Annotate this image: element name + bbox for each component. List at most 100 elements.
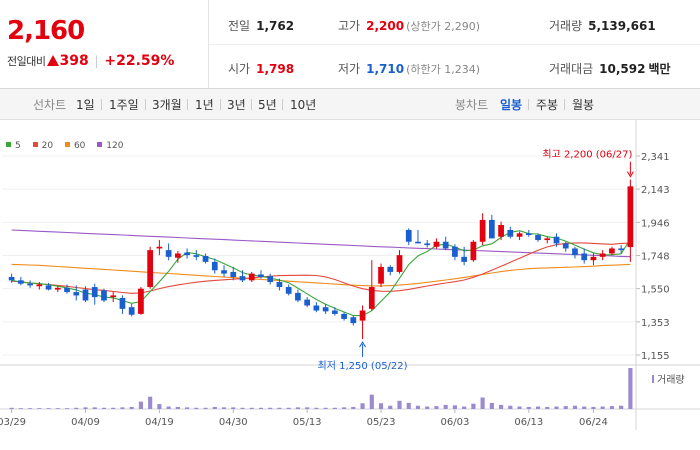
volume-bar: [268, 407, 273, 409]
tab-1w[interactable]: 1주일: [109, 98, 139, 112]
volume-bar: [582, 406, 587, 409]
volume-bar: [120, 407, 125, 409]
candle-body: [415, 241, 421, 244]
candle-body: [461, 256, 468, 262]
candle-body: [128, 307, 135, 315]
candle-body: [405, 229, 412, 242]
change-amount: 398: [59, 53, 89, 69]
candle-body: [17, 280, 24, 284]
candle-body: [378, 266, 384, 284]
candle-body: [396, 255, 403, 272]
x-tick-label: 06/03: [440, 417, 469, 428]
stat-volume: 거래량 5,139,661: [549, 19, 656, 33]
candle-body: [488, 219, 495, 239]
volume-bar: [388, 405, 393, 409]
volume-bar: [37, 408, 42, 409]
candle-chart-label: 봉차트: [455, 98, 489, 112]
volume-bar: [240, 407, 245, 409]
volume-bar: [489, 402, 494, 409]
volume-bar: [286, 407, 291, 409]
candle-body: [498, 224, 504, 237]
candle-body: [350, 317, 357, 324]
volume-bar: [600, 406, 605, 409]
candle-body: [507, 229, 514, 237]
volume-legend-swatch: [652, 375, 654, 383]
low-marker-arrow: [359, 341, 366, 348]
tab-weekly[interactable]: 주봉: [536, 98, 559, 112]
tab-5y[interactable]: 5년: [258, 98, 277, 112]
candle-body: [54, 287, 61, 290]
candle-body: [387, 266, 394, 272]
candle-body: [285, 287, 292, 294]
candle-body: [304, 299, 311, 306]
candle-body: [359, 310, 366, 321]
candle-body: [138, 288, 144, 314]
candle-body: [562, 243, 569, 249]
high-marker-arrow: [626, 171, 634, 178]
candle-body: [516, 233, 523, 237]
volume-bar: [369, 394, 374, 409]
legend-ma120: 120: [97, 141, 123, 151]
volume-bar: [545, 406, 550, 409]
volume-bar: [452, 405, 457, 409]
candle-body: [276, 282, 283, 288]
x-tick-label: 05/23: [367, 417, 396, 428]
quote-header: 2,160 전일대비 398 | +22.59% 전일 1,762 고가 2,200(…: [0, 0, 700, 89]
volume-bar: [9, 407, 14, 409]
y-tick-label: 2,341: [641, 152, 670, 163]
low-annotation: 최저 1,250 (05/22): [318, 360, 408, 372]
volume-bar: [64, 408, 70, 409]
stat-prev-close: 전일 1,762: [228, 19, 295, 33]
candle-body: [331, 310, 338, 314]
y-tick-label: 1,550: [641, 285, 670, 296]
x-tick-label: 06/24: [579, 417, 608, 428]
candle-body: [174, 253, 181, 258]
candle-body: [433, 241, 440, 247]
volume-bar: [157, 404, 162, 409]
volume-bar: [295, 407, 300, 409]
volume-bar: [314, 407, 319, 409]
line-chart-label: 선차트: [33, 98, 67, 112]
volume-bar: [175, 406, 180, 409]
tab-1y[interactable]: 1년: [195, 98, 214, 112]
price-change: 전일대비 398 | +22.59%: [7, 53, 175, 69]
candle-body: [627, 186, 634, 248]
volume-bar: [378, 403, 384, 409]
candle-body: [452, 246, 458, 257]
volume-bar: [425, 406, 430, 409]
stat-low: 저가 1,710 (하한가 1,234): [338, 62, 480, 76]
legend-ma20: 20: [32, 141, 53, 151]
volume-bar: [397, 400, 402, 409]
volume-legend-label: 거래량: [657, 374, 685, 386]
volume-bar: [258, 407, 264, 409]
volume-bar: [609, 406, 614, 409]
tab-daily[interactable]: 일봉: [500, 98, 523, 112]
stat-high: 고가 2,200 (상한가 2,290): [338, 19, 480, 33]
candle-body: [110, 295, 117, 298]
candle-body: [609, 248, 615, 254]
volume-bar: [323, 407, 328, 409]
price-chart: 2,341 2,143 1,946 1,748 1,550 1,353 1,155 03/29…: [0, 120, 700, 430]
tab-10y[interactable]: 10년: [290, 98, 317, 112]
candle-body: [470, 241, 477, 261]
tab-monthly[interactable]: 월봉: [572, 98, 595, 112]
candle-body: [82, 289, 89, 301]
tab-3y[interactable]: 3년: [227, 98, 246, 112]
candle-body: [221, 270, 227, 274]
y-tick-label: 1,946: [641, 218, 670, 229]
candle-body: [258, 274, 264, 277]
tab-3m[interactable]: 3개월: [152, 98, 182, 112]
candle-body: [8, 276, 15, 281]
volume-bar: [572, 405, 578, 409]
ma120-line: [11, 229, 631, 258]
volume-bar: [342, 407, 347, 409]
volume-bar: [101, 407, 107, 409]
candle-body: [535, 235, 541, 241]
volume-bar: [221, 407, 227, 409]
y-tick-label: 2,143: [641, 185, 670, 196]
candle-body: [248, 273, 255, 281]
volume-bar: [83, 407, 88, 409]
chart-tab-bar: 선차트 1일 1주일 3개월 1년 3년 5년 10년 봉차트 일봉 주봉 월봉: [0, 89, 700, 120]
tab-1d[interactable]: 1일: [76, 98, 95, 112]
change-label: 전일대비: [7, 55, 46, 68]
